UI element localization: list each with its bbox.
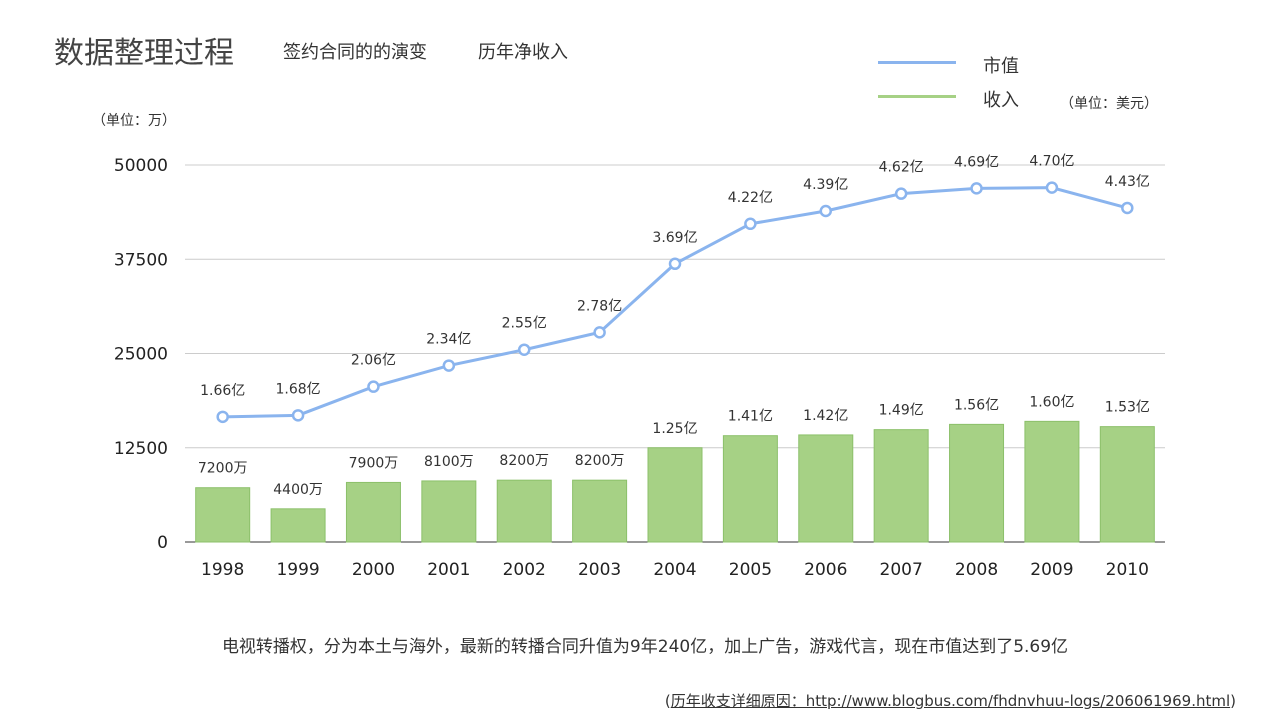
x-tick-label: 1999: [276, 560, 319, 580]
line-point: [819, 204, 833, 218]
line-data-label: 4.43亿: [1105, 174, 1150, 190]
line-point: [970, 182, 983, 195]
bar-income: [1024, 420, 1080, 543]
line-data-label: 2.55亿: [502, 316, 547, 332]
line-point: [216, 410, 229, 424]
legend-swatch-market-value: [878, 61, 956, 64]
bar-income: [270, 508, 326, 543]
line-point: [517, 343, 531, 356]
x-tick-label: 2003: [578, 560, 621, 580]
source-prefix: (: [664, 692, 671, 710]
line-point: [367, 380, 380, 393]
caption: 电视转播权，分为本土与海外，最新的转播合同升值为9年240亿，加上广告，游戏代言…: [221, 637, 1069, 657]
x-tick-label: 2002: [503, 560, 546, 580]
bar-income: [647, 447, 703, 543]
line-data-label: 1.68亿: [275, 381, 320, 397]
bar-income: [798, 434, 854, 543]
bar-data-label: 1.42亿: [803, 408, 848, 424]
bar-data-label: 1.49亿: [879, 403, 924, 419]
line-point: [593, 326, 606, 339]
y-tick-label: 37500: [114, 250, 168, 270]
x-tick-label: 2010: [1106, 560, 1149, 580]
y-tick-label: 25000: [114, 345, 168, 365]
x-tick-label: 2001: [427, 560, 470, 580]
legend-label-income: 收入: [983, 90, 1019, 111]
line-point: [442, 359, 456, 372]
source-link[interactable]: 历年收支详细原因：http://www.blogbus.com/fhdnvhuu…: [670, 692, 1231, 710]
line-point: [744, 217, 757, 231]
bar-income: [421, 480, 477, 543]
line-data-label: 4.22亿: [728, 190, 773, 206]
x-tick-label: 2005: [729, 560, 772, 580]
x-tick-label: 2008: [955, 560, 998, 580]
tab-contract-evolution[interactable]: 签约合同的的演变: [283, 42, 427, 63]
bar-data-label: 1.25亿: [652, 421, 697, 437]
bar-income: [496, 479, 552, 543]
right-unit-label: （单位：美元）: [1060, 96, 1158, 112]
line-data-label: 4.69亿: [954, 154, 999, 170]
line-point: [1045, 181, 1059, 194]
line-market-value: [222, 186, 1128, 419]
bar-data-label: 7200万: [198, 461, 248, 477]
legend-label-market-value: 市值: [983, 56, 1019, 77]
bar-data-label: 1.41亿: [728, 409, 773, 425]
y-tick-label: 0: [157, 533, 168, 553]
y-tick-label: 50000: [114, 156, 168, 176]
bar-data-label: 1.60亿: [1029, 394, 1074, 410]
bar-income: [1099, 426, 1155, 543]
page-title: 数据整理过程: [54, 36, 234, 71]
bar-data-label: 8200万: [575, 453, 625, 469]
line-data-label: 4.62亿: [879, 160, 924, 176]
line-data-label: 2.34亿: [426, 332, 471, 348]
x-tick-label: 2006: [804, 560, 847, 580]
y-tick-label: 12500: [114, 439, 168, 459]
line-point: [1121, 201, 1134, 215]
line-point: [668, 257, 682, 271]
left-unit-label: （单位：万）: [92, 113, 176, 129]
bar-data-label: 8100万: [424, 454, 474, 470]
line-data-label: 1.66亿: [200, 383, 245, 399]
bar-data-label: 1.53亿: [1105, 400, 1150, 416]
source-note: (历年收支详细原因：http://www.blogbus.com/fhdnvhu…: [665, 690, 1236, 711]
source-suffix: ): [1230, 692, 1236, 710]
bar-income: [195, 487, 251, 543]
x-tick-label: 2004: [653, 560, 696, 580]
x-tick-label: 1998: [201, 560, 244, 580]
line-point: [291, 409, 305, 422]
bar-data-label: 4400万: [273, 482, 323, 498]
bar-data-label: 7900万: [349, 455, 399, 471]
bar-income: [949, 423, 1005, 543]
line-data-label: 3.69亿: [652, 230, 697, 246]
bar-income: [873, 429, 929, 543]
line-data-label: 2.78亿: [577, 298, 622, 314]
line-point: [894, 187, 908, 200]
line-data-label: 2.06亿: [351, 353, 396, 369]
line-data-label: 4.70亿: [1029, 154, 1074, 170]
line-data-label: 4.39亿: [803, 177, 848, 193]
bar-income: [572, 479, 628, 543]
bar-data-label: 8200万: [499, 453, 549, 469]
x-tick-label: 2000: [352, 560, 395, 580]
x-tick-label: 2009: [1030, 560, 1073, 580]
legend-swatch-income: [878, 95, 956, 98]
bar-data-label: 1.56亿: [954, 397, 999, 413]
x-tick-label: 2007: [880, 560, 923, 580]
tab-annual-net-income[interactable]: 历年净收入: [478, 42, 568, 63]
bar-income: [345, 481, 401, 543]
bar-income: [722, 435, 778, 543]
